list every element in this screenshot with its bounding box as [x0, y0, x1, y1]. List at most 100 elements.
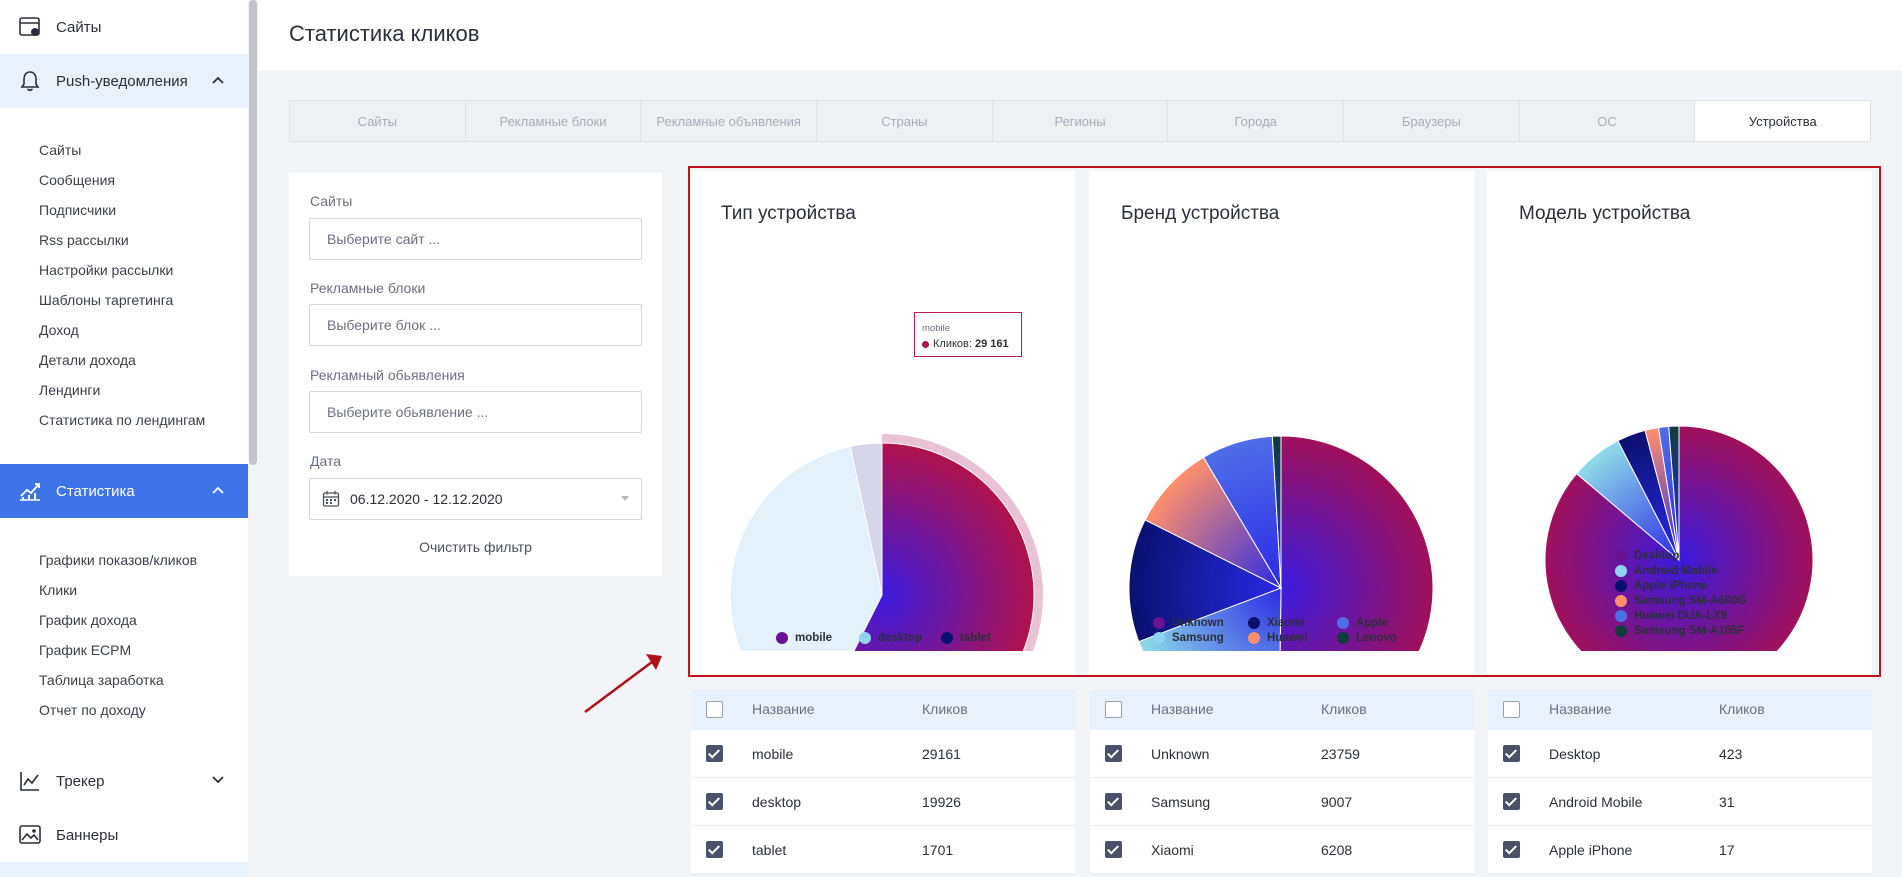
- tab-3[interactable]: Страны: [817, 101, 993, 141]
- row-checkbox[interactable]: [706, 745, 723, 762]
- legend-dot: [859, 632, 871, 644]
- tooltip-label: Кликов:: [933, 338, 972, 350]
- tab-6[interactable]: Браузеры: [1344, 101, 1520, 141]
- legend-item[interactable]: Huawei DUA-LX9: [1615, 610, 1727, 622]
- pie-slice-huawei[interactable]: [1144, 456, 1283, 590]
- table-row[interactable]: Xiaomi 6208: [1090, 826, 1474, 874]
- legend-dot: [1615, 550, 1627, 562]
- sidebar-scrollbar[interactable]: [248, 0, 258, 877]
- sidebar-subitem[interactable]: Графики показов/кликов: [39, 552, 198, 568]
- block-select[interactable]: Выберите блок ...: [309, 304, 642, 346]
- sidebar-subitem[interactable]: Детали дохода: [39, 352, 136, 368]
- legend-item[interactable]: Desktop: [1615, 550, 1679, 562]
- sidebar-subitem[interactable]: Настройки рассылки: [39, 262, 174, 278]
- legend-item[interactable]: Samsung SM-A105F: [1615, 625, 1745, 637]
- pie-slice-xiaomi[interactable]: [1128, 519, 1283, 643]
- tab-2[interactable]: Рекламные объявления: [641, 101, 818, 141]
- table-row[interactable]: desktop 19926: [691, 778, 1075, 826]
- pie-slice-desktop[interactable]: [729, 445, 883, 651]
- cell-name: Desktop: [1549, 746, 1601, 762]
- sidebar-item-push[interactable]: Push-уведомления: [0, 54, 248, 108]
- sidebar-next-item[interactable]: [0, 862, 248, 877]
- sidebar-subitem[interactable]: Лендинги: [39, 382, 101, 398]
- tracker-icon: [18, 769, 42, 793]
- table-row[interactable]: Apple iPhone 17: [1488, 826, 1872, 874]
- table-row[interactable]: Unknown 23759: [1090, 730, 1474, 778]
- sidebar-subitem[interactable]: Rss рассылки: [39, 232, 129, 248]
- sidebar-subitem[interactable]: Статистика по лендингам: [39, 412, 206, 428]
- sidebar-subitem[interactable]: Клики: [39, 582, 78, 598]
- row-checkbox[interactable]: [1503, 841, 1520, 858]
- column-header-clicks[interactable]: Кликов: [1321, 701, 1367, 717]
- site-select[interactable]: Выберите сайт ...: [309, 218, 642, 260]
- select-all-checkbox[interactable]: [1105, 701, 1122, 718]
- sidebar-item-sites[interactable]: Сайты: [0, 0, 248, 54]
- pie-slice-unknown[interactable]: [1279, 435, 1434, 651]
- legend-item[interactable]: Lenovo: [1337, 632, 1397, 644]
- legend-item[interactable]: tablet: [941, 632, 991, 644]
- legend-item[interactable]: Android Mobile: [1615, 565, 1718, 577]
- row-checkbox[interactable]: [706, 841, 723, 858]
- legend-item[interactable]: Samsung SM-A600G: [1615, 595, 1746, 607]
- pie-chart-device-brand: [1128, 435, 1434, 651]
- row-checkbox[interactable]: [706, 793, 723, 810]
- legend-item[interactable]: Unknown: [1153, 617, 1224, 629]
- site-select-placeholder: Выберите сайт ...: [327, 231, 441, 247]
- sidebar-subitem[interactable]: Доход: [39, 322, 79, 338]
- sidebar-subitem[interactable]: Сайты: [39, 142, 82, 158]
- sidebar-subitem[interactable]: График дохода: [39, 612, 137, 628]
- tab-5[interactable]: Города: [1168, 101, 1345, 141]
- sidebar-item-statistics[interactable]: Статистика: [0, 464, 248, 518]
- sidebar-subitem[interactable]: График ECPM: [39, 642, 132, 658]
- sidebar-subitem[interactable]: Отчет по доходу: [39, 702, 146, 718]
- legend-item[interactable]: Samsung: [1153, 632, 1224, 644]
- legend-item[interactable]: Xiaomi: [1248, 617, 1305, 629]
- row-checkbox[interactable]: [1105, 745, 1122, 762]
- chevron-down-icon[interactable]: [210, 772, 226, 788]
- table-row[interactable]: tablet 1701: [691, 826, 1075, 874]
- column-header-clicks[interactable]: Кликов: [1719, 701, 1765, 717]
- tooltip-dot: [922, 340, 929, 348]
- tab-1[interactable]: Рекламные блоки: [466, 101, 642, 141]
- date-range-picker[interactable]: 06.12.2020 - 12.12.2020: [309, 478, 642, 520]
- sidebar-subitem[interactable]: Подписчики: [39, 202, 117, 218]
- row-checkbox[interactable]: [1105, 793, 1122, 810]
- tab-4[interactable]: Регионы: [993, 101, 1169, 141]
- row-checkbox[interactable]: [1105, 841, 1122, 858]
- sidebar-subitem[interactable]: Шаблоны таргетинга: [39, 292, 174, 308]
- row-checkbox[interactable]: [1503, 745, 1520, 762]
- select-all-checkbox[interactable]: [706, 701, 723, 718]
- sidebar-item-tracker[interactable]: Трекер: [0, 754, 248, 808]
- legend-item[interactable]: mobile: [776, 632, 832, 644]
- pie-slice-tablet[interactable]: [849, 442, 883, 596]
- scrollbar-thumb[interactable]: [249, 0, 257, 465]
- chevron-up-icon[interactable]: [210, 482, 226, 498]
- tab-7[interactable]: ОС: [1520, 101, 1696, 141]
- column-header-name[interactable]: Название: [752, 701, 815, 717]
- select-all-checkbox[interactable]: [1503, 701, 1520, 718]
- column-header-name[interactable]: Название: [1549, 701, 1612, 717]
- table-row[interactable]: Android Mobile 31: [1488, 778, 1872, 826]
- sidebar-item-banners[interactable]: Баннеры: [0, 808, 248, 862]
- pie-slice-samsung-sm-a105f[interactable]: [1668, 425, 1680, 561]
- table-row[interactable]: Samsung 9007: [1090, 778, 1474, 826]
- table-row[interactable]: mobile 29161: [691, 730, 1075, 778]
- chevron-up-icon[interactable]: [210, 72, 226, 88]
- sidebar-subitem[interactable]: Таблица заработка: [39, 672, 164, 688]
- column-header-name[interactable]: Название: [1151, 701, 1214, 717]
- legend-item[interactable]: Huawei: [1248, 632, 1307, 644]
- legend-item[interactable]: Apple: [1337, 617, 1388, 629]
- legend-item[interactable]: Apple iPhone: [1615, 580, 1707, 592]
- ad-select[interactable]: Выберите обьявление ...: [309, 391, 642, 433]
- pie-slice-samsung[interactable]: [1138, 587, 1282, 651]
- column-header-clicks[interactable]: Кликов: [922, 701, 968, 717]
- row-checkbox[interactable]: [1503, 793, 1520, 810]
- tab-0[interactable]: Сайты: [290, 101, 466, 141]
- table-row[interactable]: Desktop 423: [1488, 730, 1872, 778]
- clear-filter-button[interactable]: Очистить фильтр: [419, 539, 532, 555]
- sidebar-subitem[interactable]: Сообщения: [39, 172, 115, 188]
- legend-item[interactable]: desktop: [859, 632, 922, 644]
- pie-slice-lenovo[interactable]: [1271, 435, 1282, 589]
- pie-slice-mobile[interactable]: [814, 442, 1035, 651]
- tab-8[interactable]: Устройства: [1695, 101, 1871, 141]
